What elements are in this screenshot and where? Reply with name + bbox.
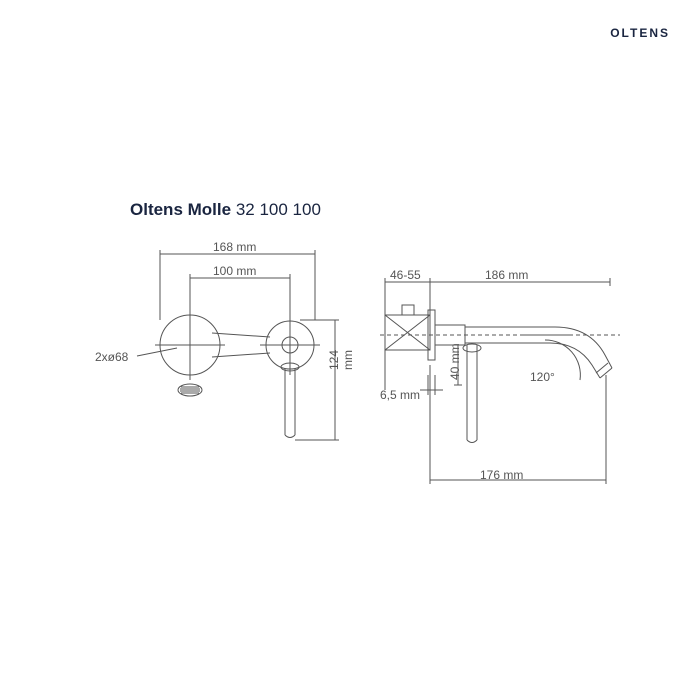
title-light: 32 100 100 [236,200,321,219]
dim-120deg: 120° [530,370,555,384]
dim-168: 168 mm [213,240,256,254]
dim-46-55: 46-55 [390,268,421,282]
dim-100: 100 mm [213,264,256,278]
dim-40: 40 mm [448,343,462,380]
brand-logo: OLTENS [610,26,670,40]
dim-176: 176 mm [480,468,523,482]
title-bold: Oltens Molle [130,200,231,219]
product-title: Oltens Molle 32 100 100 [130,200,321,220]
dim-2x68: 2xø68 [95,350,128,364]
front-view-diagram: 168 mm 100 mm 2xø68 124 mm [95,240,345,480]
dim-124: 124 mm [327,350,355,370]
dim-186: 186 mm [485,268,528,282]
side-view-diagram: 46-55 186 mm 6,5 mm 40 mm 120° 176 mm [370,240,640,500]
dim-6-5: 6,5 mm [380,388,420,402]
